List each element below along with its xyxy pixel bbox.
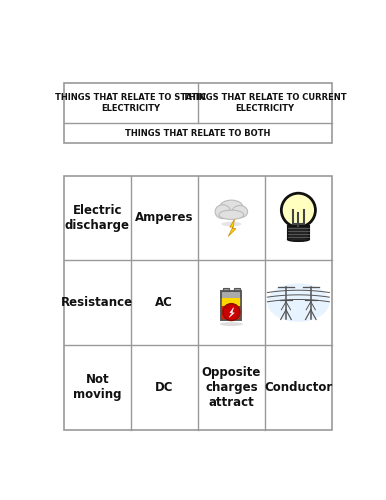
Bar	[64, 176, 332, 430]
Bar	[221, 304, 241, 320]
Text: Electric
discharge: Electric discharge	[65, 204, 130, 232]
Text: Conductor: Conductor	[264, 381, 332, 394]
Polygon shape	[229, 308, 234, 318]
Ellipse shape	[215, 205, 230, 218]
Ellipse shape	[221, 222, 241, 226]
Ellipse shape	[267, 284, 329, 322]
Bar	[221, 291, 241, 320]
Text: THINGS THAT RELATE TO CURRENT
ELECTRICITY: THINGS THAT RELATE TO CURRENT ELECTRICIT…	[183, 94, 347, 113]
Text: THINGS THAT RELATE TO STATIC
ELECTRICITY: THINGS THAT RELATE TO STATIC ELECTRICITY	[55, 94, 207, 113]
Text: AC: AC	[156, 296, 173, 309]
Ellipse shape	[288, 238, 309, 242]
Bar	[234, 288, 240, 291]
Bar	[221, 291, 241, 320]
Text: Amperes: Amperes	[135, 212, 193, 224]
Bar	[223, 288, 229, 291]
Text: THINGS THAT RELATE TO BOTH: THINGS THAT RELATE TO BOTH	[125, 128, 271, 138]
Text: Opposite
charges
attract: Opposite charges attract	[201, 366, 261, 409]
Bar	[221, 298, 241, 306]
Polygon shape	[228, 220, 236, 236]
Circle shape	[223, 304, 240, 320]
Text: Resistance: Resistance	[61, 296, 133, 309]
Ellipse shape	[232, 206, 247, 218]
Bar	[288, 226, 309, 239]
Ellipse shape	[219, 210, 244, 220]
Circle shape	[281, 193, 315, 227]
Bar	[64, 83, 332, 143]
Ellipse shape	[220, 200, 243, 214]
Text: Not
moving: Not moving	[73, 373, 122, 401]
Ellipse shape	[220, 322, 243, 326]
Text: DC: DC	[155, 381, 174, 394]
